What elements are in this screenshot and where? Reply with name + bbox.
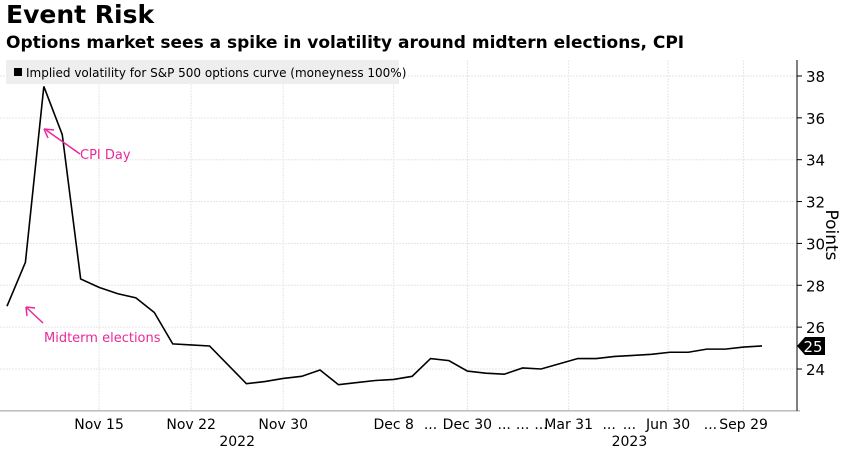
y-axis-label: Points <box>821 209 841 260</box>
x-tick-label: Dec 30 <box>443 417 492 433</box>
chart-subtitle: Options market sees a spike in volatilit… <box>6 33 685 53</box>
cpi-annotation: CPI Day <box>80 148 131 163</box>
y-tick-label: 24 <box>806 361 825 379</box>
x-tick-label: Sep 29 <box>719 417 768 433</box>
legend-label: Implied volatility for S&P 500 options c… <box>26 66 406 80</box>
midterm-annotation: Midterm elections <box>44 331 161 346</box>
cpi-arrowhead-icon <box>43 128 55 139</box>
y-tick-label: 26 <box>806 319 825 337</box>
chart-title: Event Risk <box>6 0 155 29</box>
midterm-arrow <box>26 307 44 324</box>
midterm-arrowhead-icon <box>25 306 36 317</box>
y-tick-label: 28 <box>806 277 825 295</box>
legend-box <box>6 60 399 84</box>
x-tick-label: ... <box>602 417 615 433</box>
x-tick-label: Mar 31 <box>544 417 593 433</box>
x-tick-label: ... <box>623 417 636 433</box>
x-tick-label: ... <box>424 417 437 433</box>
last-value-box <box>797 336 825 355</box>
cpi-arrow <box>45 129 81 155</box>
y-tick-label: 30 <box>806 235 825 253</box>
x-tick-label: Nov 15 <box>74 417 124 433</box>
y-tick-label: 34 <box>806 152 825 170</box>
x-tick-label: ... <box>534 417 547 433</box>
x-tick-label: Dec 8 <box>373 417 413 433</box>
x-tick-label: ... <box>498 417 511 433</box>
x-tick-label: Nov 30 <box>258 417 308 433</box>
x-tick-label: Nov 22 <box>166 417 216 433</box>
x-year-label: 2022 <box>219 434 255 450</box>
x-tick-label: ... <box>704 417 717 433</box>
series-line <box>6 86 763 386</box>
legend-swatch <box>14 68 22 76</box>
x-tick-label: Jun 30 <box>645 417 690 433</box>
y-tick-label: 32 <box>806 194 825 212</box>
x-year-label: 2023 <box>612 434 648 450</box>
x-tick-label: ... <box>516 417 529 433</box>
y-tick-label: 38 <box>806 68 825 86</box>
last-value-label: 25 <box>803 338 822 356</box>
y-tick-label: 36 <box>806 110 825 128</box>
